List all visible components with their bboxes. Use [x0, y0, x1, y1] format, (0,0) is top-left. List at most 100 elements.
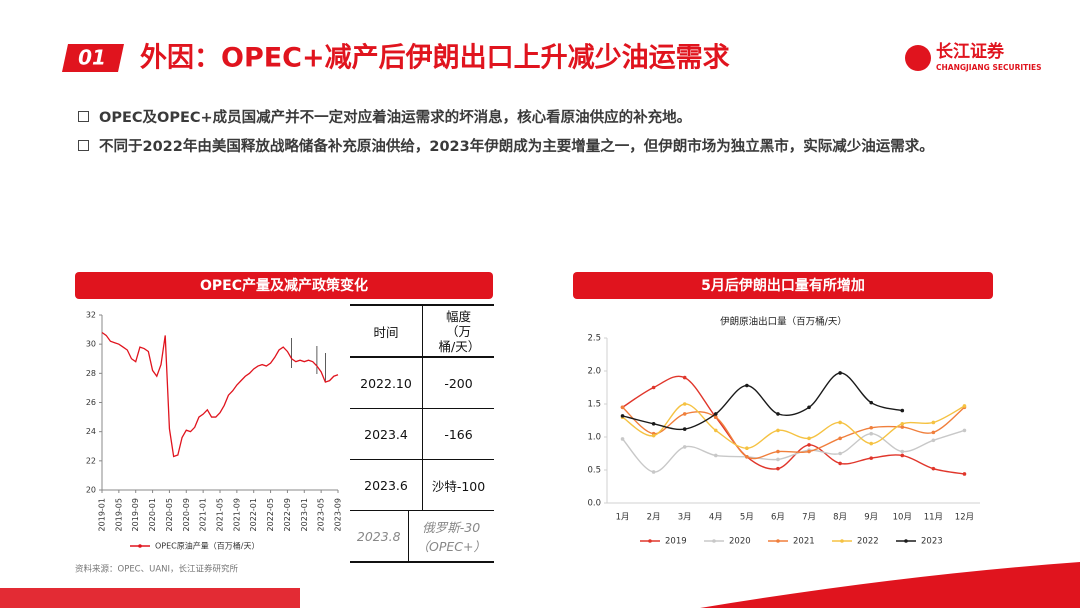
legend-label: 2022	[857, 537, 879, 547]
footer-decoration	[700, 562, 1080, 608]
cell: 2023.8	[350, 511, 409, 561]
x-tick-label: 11月	[924, 513, 943, 523]
legend-marker	[138, 544, 142, 548]
x-tick-label: 2022-01	[249, 498, 258, 531]
point	[931, 438, 936, 443]
panel-banner	[573, 272, 993, 299]
x-tick-label: 9月	[864, 513, 878, 523]
point	[869, 456, 874, 460]
legend-label: 2021	[793, 537, 815, 547]
legend-label: 2023	[921, 537, 943, 547]
table-row: 2023.6 沙特-100	[350, 460, 494, 511]
x-tick-label: 5月	[740, 513, 754, 523]
point	[931, 430, 936, 435]
series-line	[622, 372, 903, 431]
x-tick-label: 7月	[802, 513, 816, 523]
y-tick-label: 0.5	[587, 466, 601, 476]
y-tick-label: 1.0	[587, 433, 601, 443]
point	[900, 425, 905, 429]
point	[713, 428, 718, 433]
point	[713, 415, 718, 420]
point	[962, 472, 967, 476]
x-tick-label: 2021-01	[199, 498, 208, 531]
x-tick-label: 2019-05	[114, 498, 123, 531]
point	[682, 412, 687, 416]
chart-title: 伊朗原油出口量（百万桶/天）	[720, 316, 847, 328]
x-tick-label: 2月	[647, 513, 661, 523]
number-badge	[62, 44, 124, 72]
point	[713, 453, 718, 458]
point	[651, 385, 656, 390]
point	[838, 461, 842, 466]
cell: 俄罗斯-30（OPEC+）	[416, 520, 486, 554]
section-number: 01	[78, 46, 106, 70]
point	[682, 427, 687, 431]
logo-en: CHANGJIANG SECURITIES	[936, 63, 1042, 72]
bullet: 不同于2022年由美国释放战略储备补充原油供给，2023年伊朗成为主要增量之一，…	[78, 135, 934, 156]
logo-icon	[905, 45, 931, 71]
point	[900, 449, 905, 454]
y-tick-label: 0.0	[587, 499, 601, 509]
cell: -166	[444, 426, 473, 442]
x-tick-label: 8月	[833, 513, 847, 523]
y-tick-label: 2.0	[587, 367, 601, 377]
point	[962, 428, 967, 433]
point	[682, 402, 687, 406]
series-line	[101, 331, 339, 458]
series-line	[622, 403, 965, 449]
point	[776, 449, 780, 454]
x-tick-label: 2021-05	[216, 498, 225, 531]
table-row: 2022.10 -200	[350, 358, 494, 409]
point	[682, 375, 687, 380]
point	[962, 404, 967, 408]
footer-bar	[0, 588, 300, 608]
point	[620, 414, 625, 418]
point	[776, 412, 780, 416]
legend-label: 2019	[665, 537, 687, 547]
cell: 2023.6	[350, 460, 423, 510]
y-tick-label: 32	[86, 311, 96, 320]
panel-title: 5月后伊朗出口量有所增加	[701, 277, 865, 294]
point	[838, 371, 842, 375]
y-tick-label: 2.5	[587, 334, 601, 344]
point	[931, 420, 936, 425]
legend-marker	[712, 539, 716, 543]
y-tick-label: 30	[86, 340, 96, 349]
y-tick-label: 24	[86, 427, 96, 436]
legend-marker	[840, 539, 844, 543]
point	[776, 466, 780, 471]
legend-label: 2020	[729, 537, 751, 547]
point	[620, 437, 625, 441]
point	[900, 408, 905, 413]
point	[745, 383, 749, 388]
x-tick-label: 2023-01	[300, 498, 309, 531]
point	[745, 455, 749, 459]
x-tick-label: 6月	[771, 513, 785, 523]
series-line	[622, 406, 965, 460]
x-tick-label: 2020-01	[148, 498, 157, 531]
point	[900, 422, 905, 426]
point	[807, 436, 811, 441]
cell: 沙特-100	[431, 478, 486, 494]
series-line	[622, 429, 965, 473]
x-tick-label: 2019-01	[98, 498, 107, 531]
y-tick-label: 20	[86, 486, 96, 495]
x-tick-label: 12月	[955, 513, 974, 523]
header-cell: 幅度（万桶/天）	[438, 308, 481, 354]
legend-marker	[648, 539, 652, 543]
logo-text: 长江证券	[936, 41, 1005, 62]
x-tick-label: 1月	[616, 513, 630, 523]
table-row: 2023.8 俄罗斯-30（OPEC+）	[350, 511, 494, 561]
point	[651, 470, 656, 474]
y-tick-label: 22	[86, 456, 96, 465]
point	[807, 405, 811, 410]
slide-title: 外因：OPEC+减产后伊朗出口上升减少油运需求	[140, 43, 730, 74]
panel-banner	[75, 272, 493, 299]
point	[869, 400, 874, 405]
panel-title: OPEC产量及减产政策变化	[200, 277, 368, 294]
x-tick-label: 2023-09	[334, 498, 343, 531]
point	[745, 446, 749, 451]
point	[651, 433, 656, 438]
